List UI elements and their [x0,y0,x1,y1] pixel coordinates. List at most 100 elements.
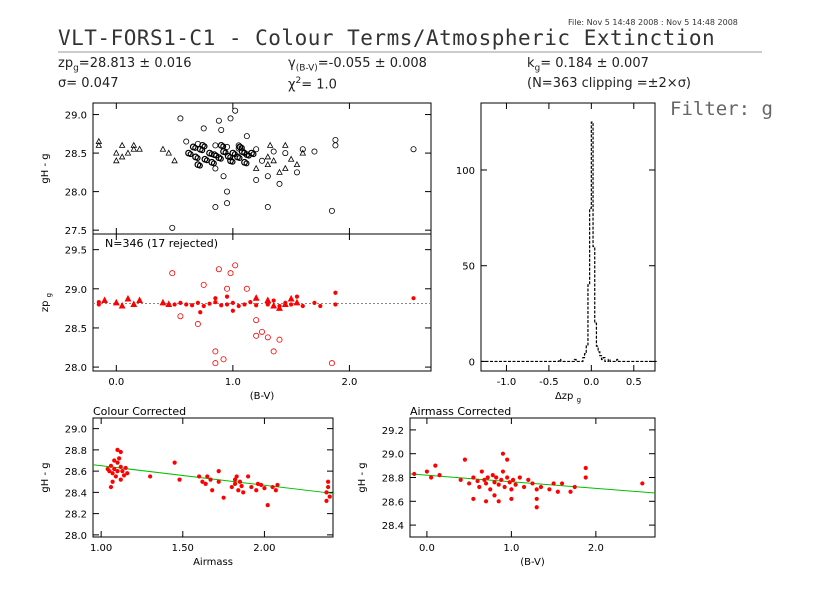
panel1-point-circle [276,180,283,187]
colour-corrected-point-dot [232,481,238,486]
panel2-point-triangle [165,300,173,307]
colour-corrected-point-dot [115,469,120,474]
panel1-point-circle [253,146,260,153]
panel2-point-dot [333,290,338,295]
panel2-xtick-label: 2.0 [341,377,357,388]
panel1-point-cluster [238,144,245,151]
colour-corrected-point-dot [327,494,332,499]
panel1-ytick-label: 28.5 [65,149,87,160]
panel1-ytick-label: 29.0 [65,111,87,122]
airmass-corrected-point-dot [488,487,493,492]
airmass-corrected-point-dot [492,480,497,485]
colour-corrected-xlabel: Airmass [193,557,233,568]
stat-zp: zpg=28.813 ± 0.016 [58,56,192,74]
panel2-point-triangle [252,294,260,301]
panel2-ytick-label: 28.5 [65,324,87,335]
airmass-corrected-point-dot [530,481,535,486]
panel2-point-dot [213,300,218,305]
colour-corrected-point-dot [112,466,117,472]
panel1-point-triangle [95,141,103,148]
panel1-point-circle [218,126,225,133]
airmass-corrected-point-dot [494,475,499,480]
panel1-point-triangle [264,161,272,168]
colour-corrected-point-dot [208,477,213,482]
panel2-point-dot [195,300,200,305]
panel1-point-circle [232,107,239,114]
colour-corrected-title: Colour Corrected [93,405,186,418]
panel1-point-triangle [159,145,167,152]
panel1-point-circle [332,142,339,149]
panel1-point-triangle [136,145,143,152]
panel1-point-cluster [217,155,224,162]
panel2-point-triangle [281,300,289,307]
colour-corrected-ylabel: gH - g [40,462,51,492]
panel2-point-triangle [101,296,109,304]
panel2-point-circle [243,285,250,292]
panel1-point-circle [212,165,219,172]
airmass-corrected-point-dot [496,482,501,487]
panel1-point-triangle [293,161,301,168]
panel2-point-dot [333,302,338,307]
airmass-corrected-point-dot [437,473,442,478]
histogram-bin [588,285,590,362]
colour-corrected-point-dot [234,474,239,479]
panel2-point-dot [184,302,189,307]
histogram-bin [586,346,588,361]
airmass-corrected-point-dot [475,478,480,484]
panel1-point-circle [410,146,417,153]
panel1-point-cluster [194,154,201,161]
colour-corrected-point-dot [324,498,329,503]
colour-corrected-point-dot [259,482,264,488]
colour-corrected-point-dot [125,471,130,476]
colour-corrected-point-dot [118,464,123,469]
colour-corrected-point-dot [236,488,241,493]
stat-zp-sub: g [73,63,79,74]
panel1-point-triangle [282,141,289,148]
panel1-ytick-label: 28.0 [65,188,87,199]
panel1-point-cluster [236,154,243,161]
stat-chi2-sup: 2 [295,76,302,86]
airmass-corrected-point-dot [485,475,490,480]
airmass-corrected-point-dot [490,473,495,478]
histogram-xlabel-sub: g [577,396,581,404]
colour-corrected-point-dot [262,486,267,491]
panel2-point-dot [189,303,195,308]
panel1-point-circle [258,157,265,164]
panel1-point-triangle [130,145,138,152]
panel1-point-triangle [118,153,126,160]
airmass-corrected-point-dot [509,487,514,492]
panel2-point-dot [312,300,317,305]
panel1-point-triangle [299,149,307,156]
airmass-corrected-point-dot [551,481,556,486]
panel2-point-circle [212,348,219,355]
airmass-corrected-point-dot [477,484,482,490]
panel1-point-triangle [124,149,132,156]
histogram-xtick-label: 0.5 [626,377,642,388]
colour-corrected-point-dot [108,484,114,490]
panel1-point-triangle [287,155,295,162]
colour-corrected-point-dot [200,479,205,484]
airmass-corrected-point-dot [509,496,514,502]
panel1-point-circle [264,204,271,211]
airmass-corrected-point-dot [505,457,510,462]
panel2-point-circle [253,332,260,339]
panel2-point-dot [172,302,177,307]
panel1-point-triangle [264,153,272,160]
panel2-point-circle [220,356,227,363]
panel1-point-cluster [210,160,217,167]
airmass-corrected-point-dot [521,484,527,490]
panel2-point-dot [213,296,218,301]
panel2-point-dot [230,308,235,313]
colour-corrected-point-dot [177,477,182,482]
panel1-point-circle [224,143,231,150]
colour-corrected-point-dot [148,474,153,479]
airmass-corrected-point-dot [507,480,512,485]
panel2-point-circle [264,334,271,341]
colour-corrected-point-dot [110,479,115,484]
panel1-point-cluster [220,143,227,150]
histogram-bin [590,208,592,361]
colour-corrected-point-dot [117,456,122,461]
panel1-ytick-label: 27.5 [65,226,87,237]
histogram-ytick-label: 100 [456,166,475,177]
